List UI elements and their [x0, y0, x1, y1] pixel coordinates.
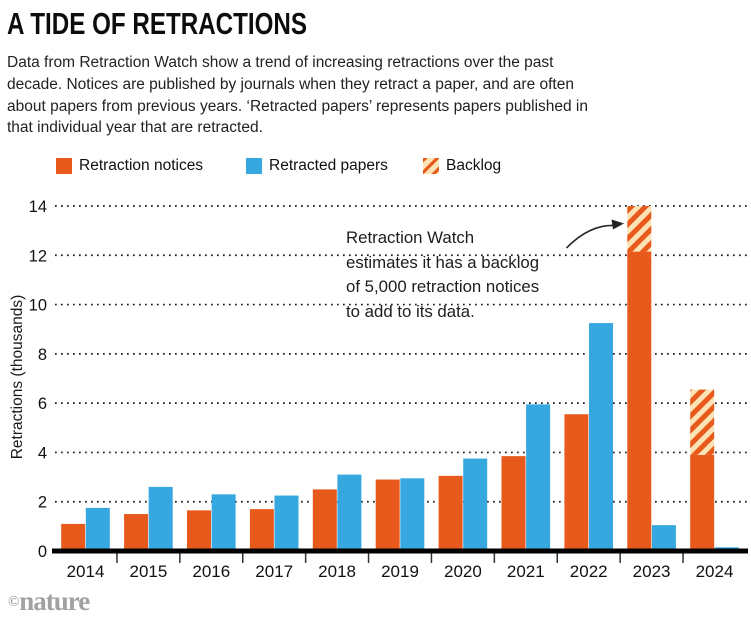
bar-retracted-papers-2023 [651, 525, 676, 551]
x-tick-label: 2015 [129, 562, 167, 581]
y-axis-label: Retractions (thousands) [9, 294, 26, 460]
bar-retracted-papers-2021 [526, 404, 551, 551]
y-tick-label: 6 [38, 395, 47, 413]
bar-retracted-papers-2014 [85, 507, 110, 551]
y-tick-label: 14 [29, 198, 47, 216]
brand-name: nature [19, 586, 90, 616]
bar-retraction-notices-2023 [627, 251, 652, 551]
x-axis-line [52, 548, 748, 554]
x-tick-label: 2019 [381, 562, 419, 581]
bar-retracted-papers-2018 [337, 474, 362, 551]
legend-item-retraction-notices: Retraction notices [56, 157, 203, 175]
x-tick-label: 2023 [633, 562, 671, 581]
orange-square-icon [56, 158, 72, 174]
chart-legend: Retraction notices Retracted papers Back… [0, 157, 751, 177]
x-tick-label: 2018 [318, 562, 356, 581]
bar-retraction-notices-2021 [501, 456, 526, 551]
page-title: A TIDE OF RETRACTIONS [7, 6, 308, 41]
bar-retraction-notices-2022 [564, 414, 589, 551]
bar-retraction-notices-2020 [438, 475, 463, 551]
bar-backlog-2023 [627, 205, 652, 252]
bar-retraction-notices-2017 [249, 509, 274, 551]
blue-square-icon [246, 158, 262, 174]
annotation-arrowhead-icon [611, 219, 624, 230]
bar-retraction-notices-2018 [312, 489, 337, 551]
bar-retracted-papers-2020 [463, 458, 488, 551]
legend-item-retracted-papers: Retracted papers [246, 157, 388, 175]
y-tick-label: 10 [29, 297, 47, 315]
legend-item-backlog: Backlog [423, 157, 501, 175]
x-tick-label: 2014 [67, 562, 105, 581]
bar-retracted-papers-2017 [274, 495, 299, 551]
x-tick-label: 2022 [570, 562, 608, 581]
annotation-arrow-icon [565, 224, 615, 249]
bar-backlog-2024 [690, 389, 715, 455]
x-tick-label: 2017 [255, 562, 293, 581]
y-tick-label: 4 [38, 444, 47, 462]
bar-retraction-notices-2019 [375, 479, 400, 551]
legend-label: Retraction notices [79, 157, 204, 174]
x-tick-label: 2016 [192, 562, 230, 581]
nature-logo: ©nature [8, 586, 90, 617]
copyright-symbol: © [8, 594, 20, 610]
bar-retraction-notices-2015 [124, 514, 149, 551]
x-tick-label: 2021 [507, 562, 545, 581]
legend-label: Retracted papers [269, 157, 388, 174]
bar-retraction-notices-2016 [187, 510, 211, 551]
bar-retraction-notices-2024 [690, 454, 715, 551]
y-tick-label: 12 [29, 247, 47, 265]
bar-retracted-papers-2015 [148, 486, 173, 551]
bar-retraction-notices-2014 [61, 523, 86, 551]
y-tick-label: 2 [38, 494, 47, 512]
hatched-square-icon [423, 158, 439, 174]
bar-retracted-papers-2022 [589, 323, 613, 551]
y-tick-label: 0 [38, 543, 47, 561]
backlog-annotation: Retraction Watch estimates it has a back… [346, 228, 540, 321]
x-tick-label: 2024 [696, 562, 734, 581]
x-tick-label: 2020 [444, 562, 482, 581]
chart-description: Data from Retraction Watch show a trend … [7, 54, 588, 137]
bar-retracted-papers-2019 [400, 478, 425, 551]
legend-label: Backlog [446, 157, 502, 174]
y-tick-label: 8 [38, 346, 47, 364]
bar-retracted-papers-2016 [211, 494, 236, 551]
